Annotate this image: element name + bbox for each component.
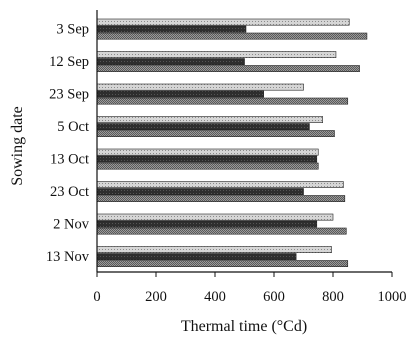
bar-2-nov-series-3 [96,227,347,235]
bar-23-oct-series-2 [96,188,304,195]
category-label: 23 Oct [50,184,89,200]
x-tick-label: 600 [263,289,285,305]
bar-13-nov-series-3 [96,260,349,267]
category-label: 12 Sep [49,54,89,70]
bar-23-oct-series-3 [96,195,346,202]
bar-3-sep-series-1 [96,18,350,26]
category-label: 2 Nov [53,216,90,232]
x-axis-title: Thermal time (°Cd) [181,318,307,335]
x-tick-label: 200 [145,289,167,305]
bars-group [96,18,368,267]
category-label: 3 Sep [56,21,89,37]
x-tick-label: 0 [93,289,100,305]
bar-3-sep-series-2 [96,25,247,33]
category-label: 23 Sep [49,86,89,102]
category-labels: 3 Sep 12 Sep 23 Sep 5 Oct 13 Oct 23 Oct 2 Nov 1… [46,21,90,265]
bar-13-nov-series-1 [96,246,332,253]
bar-23-sep-series-2 [96,90,264,98]
y-axis-title: Sowing date [9,106,26,186]
bar-3-sep-series-3 [96,32,368,40]
bar-23-sep-series-3 [96,97,349,105]
x-tick-label: 1000 [378,289,407,305]
bar-5-oct-series-2 [96,123,310,130]
bar-12-sep-series-2 [96,58,245,65]
category-label: 13 Nov [46,249,90,265]
bar-23-oct-series-1 [96,181,344,188]
bar-5-oct-series-3 [96,130,335,137]
bar-13-oct-series-3 [96,162,319,170]
bar-13-oct-series-2 [96,155,318,163]
bar-12-sep-series-1 [96,51,337,58]
bar-23-sep-series-1 [96,83,304,91]
x-tick-label: 800 [322,289,344,305]
bar-13-oct-series-1 [96,148,319,156]
bar-13-nov-series-2 [96,253,297,260]
category-label: 5 Oct [57,119,89,135]
bar-5-oct-series-1 [96,116,323,123]
x-axis-ticks: 0 200 400 600 800 1000 [93,272,407,305]
bar-12-sep-series-3 [96,65,360,72]
category-label: 13 Oct [50,151,89,167]
bar-2-nov-series-2 [96,220,318,228]
x-tick-label: 400 [204,289,226,305]
bar-2-nov-series-1 [96,213,334,221]
